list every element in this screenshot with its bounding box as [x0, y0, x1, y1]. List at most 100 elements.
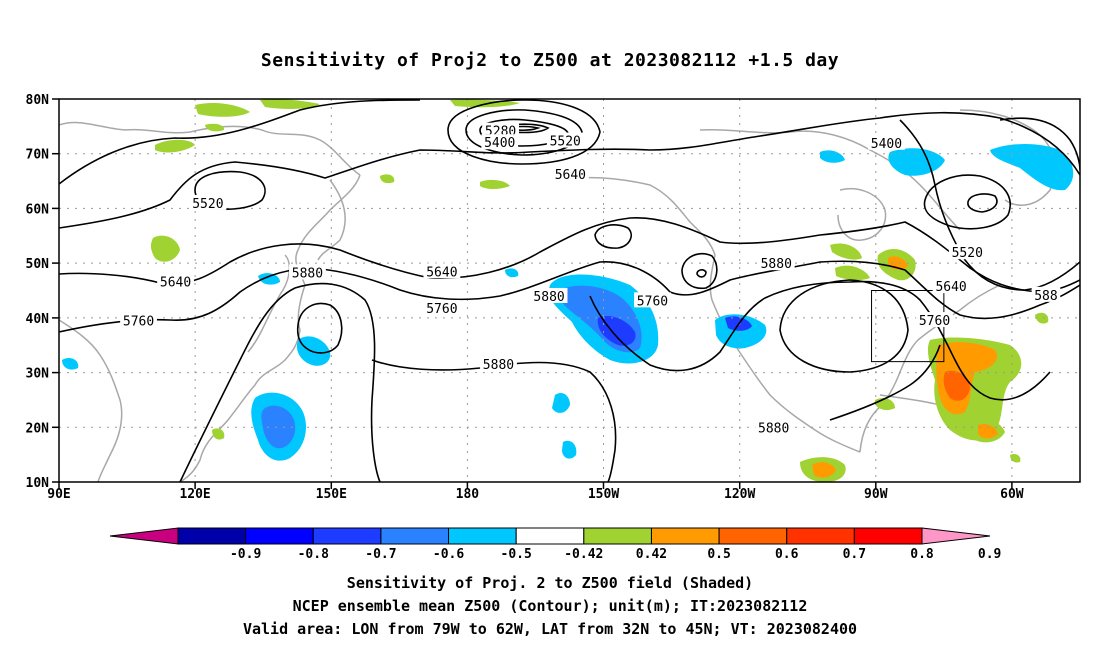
contour-label: 588 [1034, 289, 1057, 304]
coastline-china [59, 319, 123, 482]
contour-label: 5880 [533, 290, 564, 305]
shade-blob [830, 243, 862, 260]
colorbar-swatch [312, 527, 382, 545]
colorbar-left-triangle [109, 527, 179, 545]
lat-label: 10N [26, 476, 50, 491]
contour-label-bg [1031, 286, 1061, 302]
lat-label: 80N [26, 93, 50, 108]
contour-label: 5520 [550, 135, 581, 150]
contour-label-bg [916, 312, 953, 328]
colorbar-label: -0.9 [230, 547, 261, 562]
contour-label-bg [932, 278, 970, 294]
contour-label: 5400 [871, 137, 902, 152]
shade-blob [1010, 453, 1021, 463]
contour-label: 5880 [483, 358, 514, 373]
caption-shaded: Sensitivity of Proj. 2 to Z500 field (Sh… [346, 574, 754, 592]
colorbar-swatch [380, 527, 450, 545]
shade-blob [261, 405, 296, 449]
shade-blob [155, 139, 195, 153]
contour-line [589, 280, 1051, 401]
contour-label-bg [757, 255, 795, 271]
shade-blob [1035, 312, 1049, 324]
contour-line [447, 99, 601, 165]
contour-label-bg [551, 165, 589, 181]
colorbar-label: -0.42 [564, 547, 603, 562]
contour-label-bg [755, 419, 793, 435]
colorbar-label: -0.6 [433, 547, 464, 562]
shade-blob [260, 99, 320, 109]
shade-blob [990, 144, 1074, 191]
colorbar-swatch [718, 527, 788, 545]
contour-line [696, 269, 707, 278]
contour-line [779, 279, 909, 373]
lon-label: 180 [456, 487, 480, 502]
sensitivity-shading [62, 99, 1074, 482]
shade-blob [597, 315, 636, 346]
coastline-asia-east [179, 174, 361, 482]
lon-label: 150E [316, 487, 347, 502]
caption-valid-area: Valid area: LON from 79W to 62W, LAT fro… [242, 620, 858, 638]
colorbar-swatch [853, 527, 923, 545]
contour-label: 5640 [160, 276, 191, 291]
contour-label-bg [157, 273, 194, 289]
colorbar-label: 0.5 [707, 547, 730, 562]
shade-blob [380, 174, 395, 184]
colorbar-right-triangle [921, 527, 991, 545]
contour-line [923, 174, 1011, 230]
contour-label-bg [546, 132, 584, 148]
contour-line [829, 344, 941, 421]
contour-label-bg [482, 122, 519, 138]
lat-label: 50N [26, 257, 50, 272]
lon-label: 120E [179, 487, 210, 502]
contour-line [594, 224, 632, 249]
contour-label: 5880 [292, 266, 323, 281]
colorbar-swatch [786, 527, 855, 545]
colorbar-label: 0.7 [843, 547, 866, 562]
shade-blob [812, 462, 836, 478]
lon-label: 150W [588, 487, 619, 502]
colorbar-label: 0.8 [910, 547, 934, 562]
contour-line [967, 193, 998, 213]
lat-label: 60N [26, 202, 50, 217]
colorbar-label: -0.8 [298, 547, 329, 562]
shade-blob [552, 393, 570, 413]
contour-label-bg [634, 292, 671, 308]
colorbar-label: 0.6 [775, 547, 799, 562]
contour-label: 5520 [192, 197, 223, 212]
coastline-kamchatka [317, 179, 346, 261]
lat-label: 30N [26, 367, 50, 382]
shade-blob [978, 424, 998, 439]
shade-blob [296, 336, 331, 366]
colorbar-swatch [515, 527, 585, 545]
colorbar-label: 0.42 [636, 547, 667, 562]
lat-label: 70N [26, 148, 50, 163]
contour-label-bg [530, 287, 568, 303]
lon-label: 60W [1000, 487, 1024, 502]
contour-label: 5520 [952, 246, 983, 261]
coastline-alaska [559, 176, 716, 256]
coastline-na-west [709, 254, 861, 453]
colorbar-swatch [650, 527, 720, 545]
colorbar-swatch [245, 527, 314, 545]
shade-blob [943, 370, 970, 401]
contour-label-bg [289, 264, 326, 280]
shade-blob [820, 150, 845, 163]
contour-label: 5640 [935, 280, 966, 295]
contour-label-bg [481, 134, 519, 150]
colorbar-label: -0.5 [501, 547, 532, 562]
shade-blob [562, 440, 577, 459]
contour-label: 5760 [123, 315, 154, 330]
contour-line [681, 252, 718, 290]
contour-label: 5760 [637, 294, 668, 309]
shade-blob [195, 102, 250, 117]
colorbar-label: -0.7 [365, 547, 396, 562]
shade-blob [480, 179, 510, 189]
lon-label: 90E [47, 487, 70, 502]
axis-ticks [52, 98, 1013, 489]
coastline-canada-north [699, 128, 961, 231]
colorbar-swatch [177, 527, 247, 545]
shade-blob [205, 123, 225, 132]
contour-label: 5400 [484, 136, 515, 151]
lon-label: 90W [864, 487, 888, 502]
